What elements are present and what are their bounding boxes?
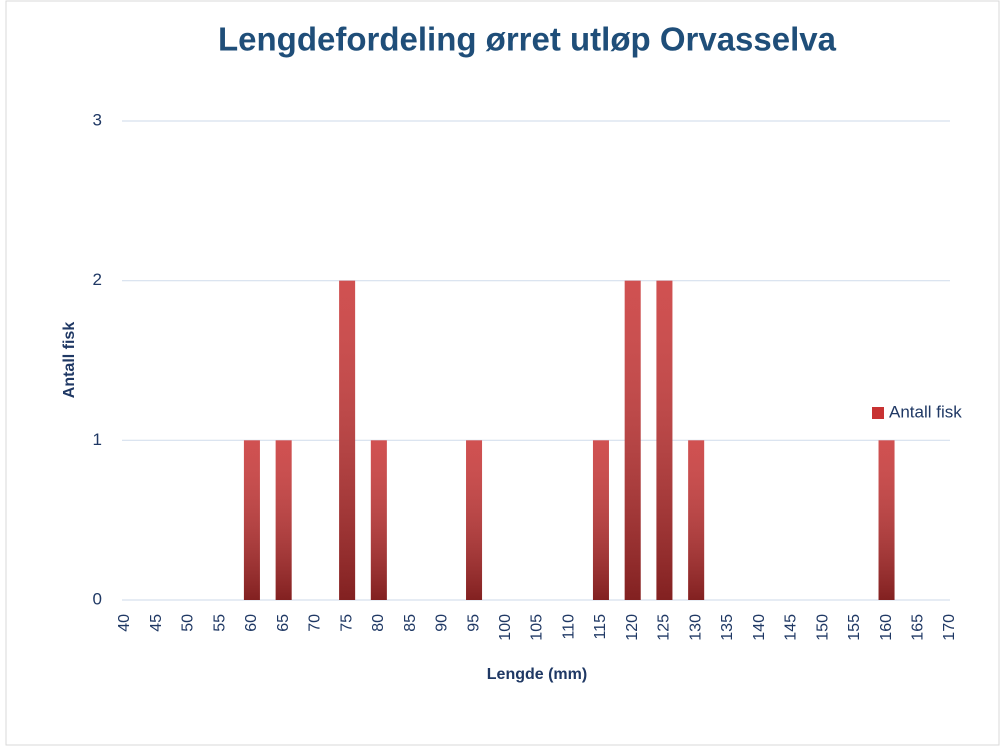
x-tick-label: 50	[180, 614, 197, 632]
y-tick-label: 0	[93, 589, 102, 608]
bar	[243, 440, 260, 600]
x-tick-label: 40	[116, 614, 133, 632]
x-tick-label: 140	[751, 614, 768, 641]
y-tick-label: 3	[93, 110, 102, 129]
bar	[370, 440, 387, 600]
x-tick-label: 150	[814, 614, 831, 641]
chart-title: Lengdefordeling ørret utløp Orvasselva	[218, 21, 837, 58]
y-axis-label: Antall fisk	[61, 322, 78, 399]
x-tick-label: 145	[783, 614, 800, 641]
bar	[878, 440, 895, 600]
x-axis-label: Lengde (mm)	[487, 666, 587, 683]
x-tick-label: 75	[338, 614, 355, 632]
frame	[5, 0, 1000, 746]
x-tick-label: 85	[402, 614, 419, 632]
x-tick-label: 70	[307, 614, 324, 632]
x-tick-label: 125	[656, 614, 673, 641]
x-tick-label: 65	[275, 614, 292, 632]
x-tick-label: 60	[243, 614, 260, 632]
x-tick-label: 120	[624, 614, 641, 641]
x-tick-label: 55	[211, 614, 228, 632]
x-tick-label: 135	[719, 614, 736, 641]
x-tick-label: 155	[846, 614, 863, 641]
legend-label: Antall fisk	[889, 402, 962, 421]
x-tick-label: 130	[687, 614, 704, 641]
x-tick-label: 105	[529, 614, 546, 641]
bar	[275, 440, 292, 600]
bar	[466, 440, 483, 600]
bar	[592, 440, 609, 600]
x-tick-label: 160	[878, 614, 895, 641]
x-tick-label: 80	[370, 614, 387, 632]
x-tick-label: 165	[909, 614, 926, 641]
bar	[688, 440, 705, 600]
bar	[339, 280, 356, 600]
x-tick-label: 45	[148, 614, 165, 632]
legend-swatch	[872, 407, 884, 419]
x-tick-label: 90	[434, 614, 451, 632]
x-tick-label: 95	[465, 614, 482, 632]
x-tick-label: 110	[560, 614, 577, 640]
x-tick-label: 115	[592, 614, 609, 640]
bar	[656, 280, 673, 600]
bar	[624, 280, 641, 600]
y-tick-label: 1	[93, 430, 102, 449]
x-tick-label: 100	[497, 614, 514, 641]
x-tick-label: 170	[941, 614, 958, 641]
y-tick-label: 2	[93, 270, 102, 289]
